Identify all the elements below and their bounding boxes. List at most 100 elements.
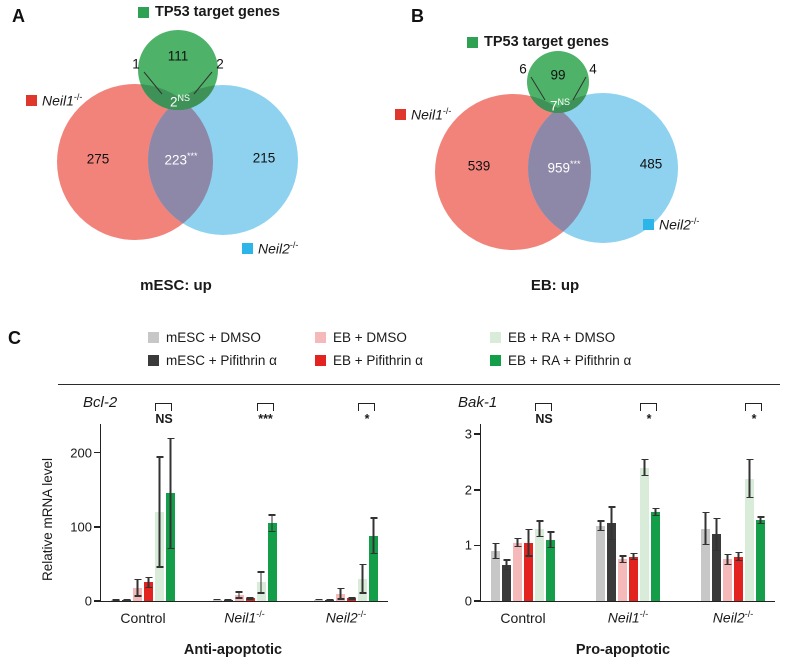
panel-b-venn-eb: B TP53 target genes 99 6 4 7NS 539 959**… (395, 2, 785, 320)
pointer-line (193, 71, 213, 95)
bar (155, 424, 164, 601)
y-tick-label: 0 (464, 593, 472, 609)
panel-letter-a: A (12, 6, 25, 26)
legend-item: mESC + Pifithrin α (148, 353, 315, 368)
error-bar (713, 517, 720, 551)
error-bar (503, 559, 510, 571)
bar (756, 424, 765, 601)
error-bar (134, 578, 141, 597)
significance-label: * (646, 412, 652, 426)
y-tick (94, 526, 100, 528)
bcl2-plot-area: 0 100 200 NS Control *** Neil1-/- * Neil2-/- (70, 403, 388, 626)
legend-swatch-icon (490, 355, 501, 366)
set-label-neil1: Neil1-/- (26, 92, 82, 109)
error-bar (370, 517, 377, 555)
venn-count-tp53-neil2: 4 (589, 61, 597, 77)
error-bar (630, 552, 637, 561)
bar (358, 424, 367, 601)
venn-count-tp53-neil1: 1 (132, 56, 140, 72)
neil1-swatch-icon (26, 94, 37, 106)
set-label-neil1: Neil1-/- (395, 106, 451, 123)
bar (111, 424, 120, 601)
bar-group-neil1-: * Neil1-/- (596, 403, 660, 626)
tp53-legend-label: TP53 target genes (155, 4, 280, 20)
y-tick (94, 451, 100, 454)
bar (701, 424, 710, 601)
error-bar (702, 512, 709, 546)
legend-item: EB + Pifithrin α (315, 353, 490, 368)
bar (256, 424, 266, 601)
error-bar (735, 552, 742, 561)
category-label: Neil2-/- (325, 609, 367, 626)
bar (618, 424, 627, 601)
chart-title-bak1: Bak-1 (458, 394, 498, 411)
venn-overlap-neil1-neil2 (148, 85, 213, 235)
bar-groups: NS Control *** Neil1-/- * Neil2-/- (101, 403, 388, 626)
tp53-swatch-icon (138, 6, 149, 18)
category-label: Control (500, 610, 546, 626)
legend-swatch-icon (148, 355, 159, 366)
y-tick (474, 433, 480, 435)
error-bar (525, 528, 532, 557)
error-bar (337, 587, 344, 600)
y-tick-label: 0 (84, 593, 92, 609)
pointer-line (530, 76, 546, 101)
bar (325, 424, 334, 601)
legend-swatch-icon (315, 332, 326, 343)
bar (223, 424, 233, 601)
error-bar (619, 555, 626, 564)
venn-diagram-eb (435, 51, 678, 250)
venn-count-neil1-neil2: 959*** (547, 158, 581, 176)
significance-label: NS (155, 412, 173, 426)
bar (369, 424, 378, 601)
pro-apoptotic-label: Pro-apoptotic (575, 642, 671, 658)
y-tick (94, 600, 100, 602)
set-label-neil2: Neil2-/- (643, 216, 699, 233)
legend-item: EB + RA + DMSO (490, 330, 705, 345)
bar (347, 424, 356, 601)
error-bar (112, 599, 119, 601)
error-bar (536, 520, 543, 538)
venn-count-neil1-only: 539 (467, 158, 491, 174)
significance-bracket (640, 403, 657, 411)
neil2-swatch-icon (242, 242, 253, 254)
venn-overlap-neil1-neil2 (528, 94, 591, 243)
bar-group-neil2-: * Neil2-/- (701, 403, 765, 626)
bar (629, 424, 638, 601)
tp53-swatch-icon (467, 36, 478, 48)
bar (122, 424, 131, 601)
error-bar (359, 563, 366, 594)
error-bar (145, 576, 152, 589)
legend-item: EB + DMSO (315, 330, 490, 345)
bar-groups: NS Control * Neil1-/- * Neil2-/- (481, 403, 775, 626)
bar (712, 424, 721, 601)
bak1-plot-area: 0 1 2 3 NS Control * Neil1-/- * Neil2-/- (465, 403, 775, 626)
bar (524, 424, 533, 601)
significance-bracket (256, 403, 274, 411)
error-bar (724, 553, 731, 565)
venn-title-eb: EB: up (530, 277, 580, 294)
error-bar (348, 596, 355, 600)
legend-item: EB + RA + Pifithrin α (490, 353, 705, 368)
error-bar (224, 598, 232, 601)
bar (535, 424, 544, 601)
venn-count-tp53-only: 111 (167, 48, 189, 64)
bar (607, 424, 616, 601)
legend-swatch-icon (148, 332, 159, 343)
bar (166, 424, 175, 601)
legend-swatch-icon (490, 332, 501, 343)
category-label: Neil1-/- (607, 609, 649, 626)
panel-c-bar-charts: C mESC + DMSO mESC + Pifithrin α EB + DM… (0, 322, 785, 668)
error-bar (608, 506, 615, 540)
category-label: Neil2-/- (712, 609, 754, 626)
venn-title-mesc: mESC: up (140, 277, 212, 294)
bar (234, 424, 244, 601)
bar (314, 424, 323, 601)
y-tick-label: 100 (70, 519, 92, 535)
pointer-line (572, 76, 587, 101)
significance-label: *** (258, 412, 273, 426)
y-tick-label: 3 (464, 426, 472, 442)
error-bar (547, 531, 554, 549)
venn-count-neil2-only: 485 (639, 156, 663, 172)
venn-count-tp53-neil1: 6 (519, 61, 527, 77)
